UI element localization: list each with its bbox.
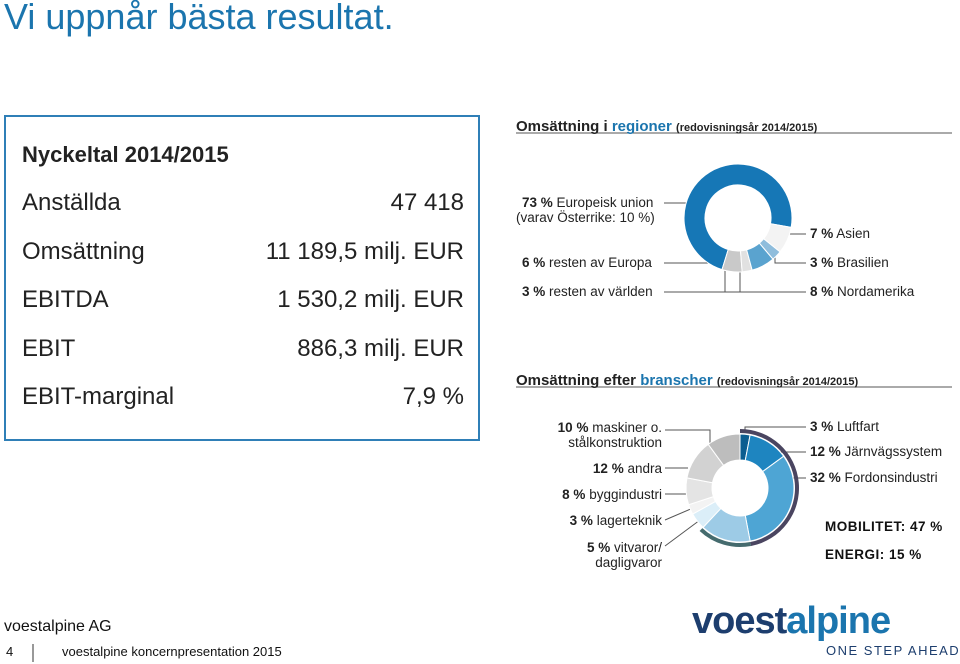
logo-part: voest [692,600,787,642]
row-label: EBIT [22,334,76,362]
table-row: Anställda 47 418 [22,189,464,217]
donut-segment [721,248,743,273]
row-value: 886,3 milj. EUR [297,334,464,362]
leader [664,519,701,547]
data-label: 73 % Europeisk union [522,195,653,210]
presentation-name: voestalpine koncernpresentation 2015 [62,644,282,659]
row-value: 7,9 % [402,383,464,410]
value-label: 6 % [522,255,546,270]
donut-segment [744,455,795,542]
category-label: Fordonsindustri [844,470,938,485]
category-label: lagerteknik [596,513,662,528]
table-row: EBIT-marginal 7,9 % [22,383,464,411]
category-label: Järnvägssystem [844,444,943,459]
group-label: ENERGI: 15 % [825,547,922,562]
row-label: EBITDA [22,286,109,313]
group-ring [699,528,752,547]
table-row: EBITDA 1 530,2 milj. EUR [22,286,464,314]
category-label: Brasilien [837,255,889,270]
row-label: Anställda [22,189,121,216]
company: voestalpine AG [4,618,112,635]
row-value: 11 189,5 milj. EUR [265,237,464,265]
value-label: 5 % [586,540,611,555]
category-label: byggindustri [589,487,662,502]
data-label: 10 % maskiner o. stålkonstruktion [500,420,662,450]
data-label: 8 % byggindustri [500,487,662,502]
key-figures-box: Nyckeltal 2014/2015 Anställda 47 418 Omsät… [4,115,480,441]
row-label: EBIT-marginal [22,383,175,410]
donut-segment [739,249,753,273]
value-label: 8 % [562,487,586,502]
page-number: 4 [6,644,14,659]
data-label: 5 % vitvaror/ dagligvaror [500,540,662,570]
category-label: Luftfart [837,419,880,434]
chart-title-text: Omsättning i [516,118,608,135]
row-value: 1 530,2 milj. EUR [277,286,464,313]
category-label: resten av Europa [549,255,652,270]
value-label: 32 % [810,470,841,485]
chart-subtitle: (redovisningsår 2014/2015) [676,122,818,134]
chart-subtitle: (redovisningsår 2014/2015) [716,376,859,388]
table-row: EBIT 886,3 milj. EUR [22,335,464,363]
leader [665,429,711,450]
category-label: resten av världen [549,284,653,299]
annotation: (varav Österrike: 10 %) [516,210,655,225]
category-label: Nordamerika [837,284,915,299]
value-label: 73 % [522,195,553,210]
data-label: 3 % resten av världen [522,284,653,299]
value-label: 3 % [810,255,834,270]
chart-title-text: Omsättning efter [516,372,637,389]
logo: voestalpine [692,600,891,643]
data-label: 12 % andra [500,461,662,476]
logo-part: alpine [786,600,891,642]
chart-title: Omsättning efter branscher (redovisnings… [516,372,858,389]
row-value: 47 418 [390,189,464,216]
data-label: 12 % Järnvägssystem [810,444,942,459]
donut-segment [763,223,792,253]
category-label: andra [627,461,662,476]
value-label: 3 % [569,513,593,528]
value-label: 3 % [522,284,546,299]
table-row: Omsättning 11 189,5 milj. EUR [22,238,464,266]
category-label: vitvaror/ dagligvaror [595,540,662,570]
value-label: 12 % [592,461,624,476]
data-label: 7 % Asien [810,226,870,241]
slide-title: Vi uppnår bästa resultat. [4,0,394,37]
donut-segment [758,237,781,260]
donut-segment [746,242,774,271]
donut-segment [707,433,741,467]
leader [724,268,806,293]
chart-title-highlight: regioner [611,118,672,135]
category-label: Europeisk union [556,195,654,210]
value-label: 3 % [810,419,834,434]
slogan: ONE STEP AHEAD. [826,643,960,658]
table-title: Nyckeltal 2014/2015 [22,142,229,167]
chart-title: Omsättning i regioner (redovisningsår 20… [516,118,817,135]
value-label: 7 % [810,226,834,241]
data-label: 3 % Luftfart [810,419,879,434]
category-label: maskiner o. stålkonstruktion [568,420,662,450]
value-label: 8 % [810,284,834,299]
data-label: 32 % Fordonsindustri [810,470,938,485]
group-label: MOBILITET: 47 % [825,519,943,534]
donut-segment [683,163,793,271]
value-label: 10 % [557,420,589,435]
row-label: Omsättning [22,237,145,265]
chart-title-highlight: branscher [640,372,713,389]
data-label: 6 % resten av Europa [522,255,652,270]
data-label: 8 % Nordamerika [810,284,914,299]
data-label: 3 % lagerteknik [500,513,662,528]
data-label: 3 % Brasilien [810,255,889,270]
value-label: 12 % [810,444,841,459]
category-label: Asien [836,226,871,241]
